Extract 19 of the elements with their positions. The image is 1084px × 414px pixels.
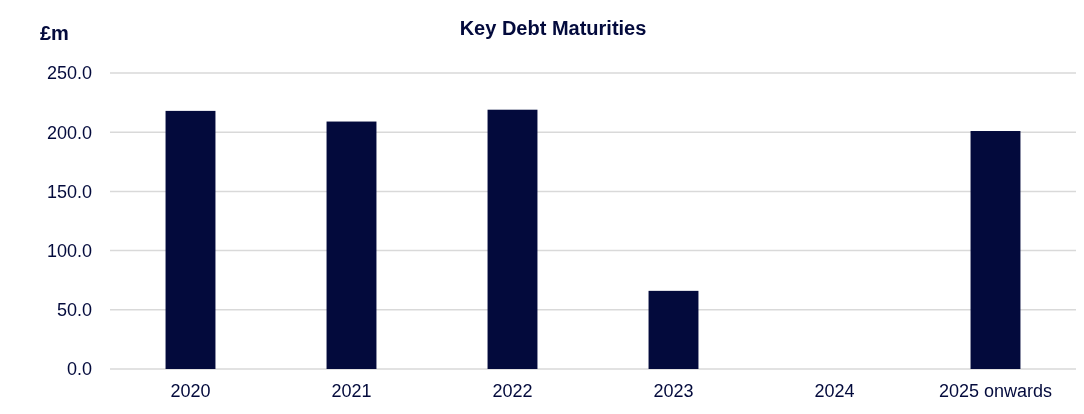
y-tick-label: 150.0 [46, 181, 92, 202]
y-tick-label: 50.0 [56, 300, 92, 321]
bar [487, 109, 538, 369]
x-tick-label: 2024 [814, 381, 855, 401]
y-tick-label: 200.0 [46, 122, 92, 143]
x-tick-label: 2020 [170, 381, 211, 401]
y-axis-title: £m [40, 22, 69, 44]
bar [970, 131, 1021, 369]
bar [326, 121, 377, 369]
x-tick-label: 2022 [492, 381, 533, 401]
x-tick-label: 2023 [653, 381, 694, 401]
chart-title: Key Debt Maturities [459, 17, 647, 39]
x-tick-label: 2021 [331, 381, 372, 401]
y-tick-label: 250.0 [46, 63, 92, 84]
x-tick-label: 2025 onwards [938, 381, 1053, 401]
bar [648, 290, 699, 369]
y-tick-label: 0.0 [66, 359, 92, 380]
bar [165, 110, 216, 369]
y-tick-label: 100.0 [46, 240, 92, 261]
